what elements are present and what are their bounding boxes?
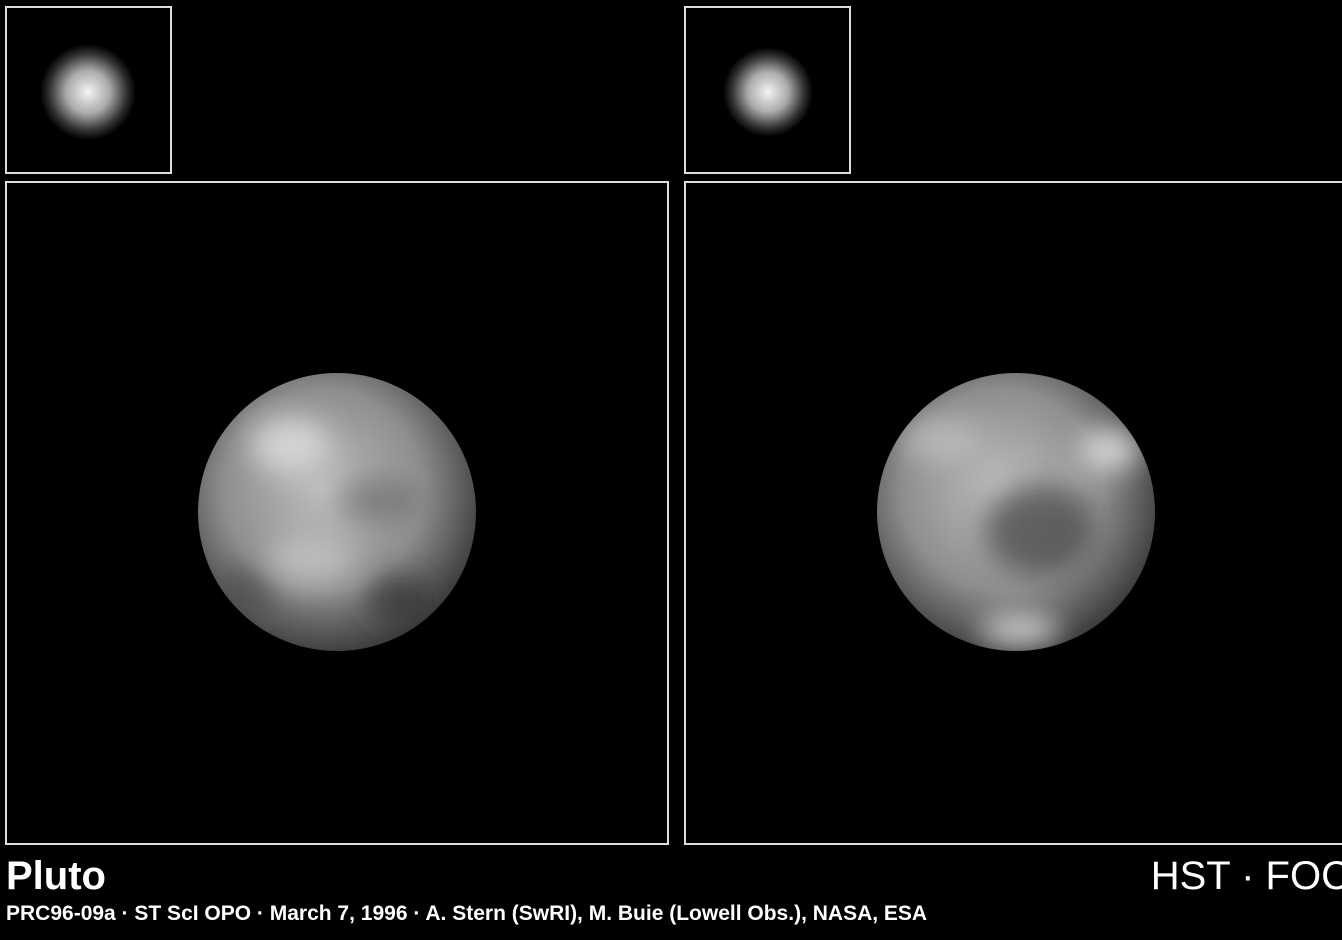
thumb-frame xyxy=(5,6,172,174)
pluto-thumbnail xyxy=(40,44,136,140)
pluto-globe xyxy=(198,373,476,651)
image-frame xyxy=(684,181,1342,845)
image-frame xyxy=(5,181,669,845)
credit: PRC96-09a · ST ScI OPO · March 7, 1996 ·… xyxy=(6,902,927,925)
thumb-frame xyxy=(684,6,851,174)
pluto-thumbnail xyxy=(723,47,813,137)
instrument: HST · FOC xyxy=(1151,854,1342,898)
title: Pluto xyxy=(6,854,106,898)
pluto-globe xyxy=(877,373,1155,651)
